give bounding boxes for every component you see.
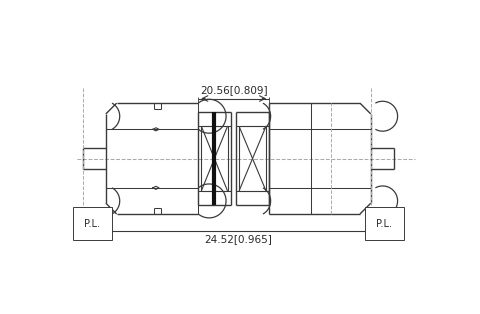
- Text: P.L.: P.L.: [84, 219, 100, 229]
- Text: 20.56[0.809]: 20.56[0.809]: [200, 85, 267, 95]
- Text: 24.52[0.965]: 24.52[0.965]: [204, 234, 272, 244]
- Text: P.L.: P.L.: [376, 219, 392, 229]
